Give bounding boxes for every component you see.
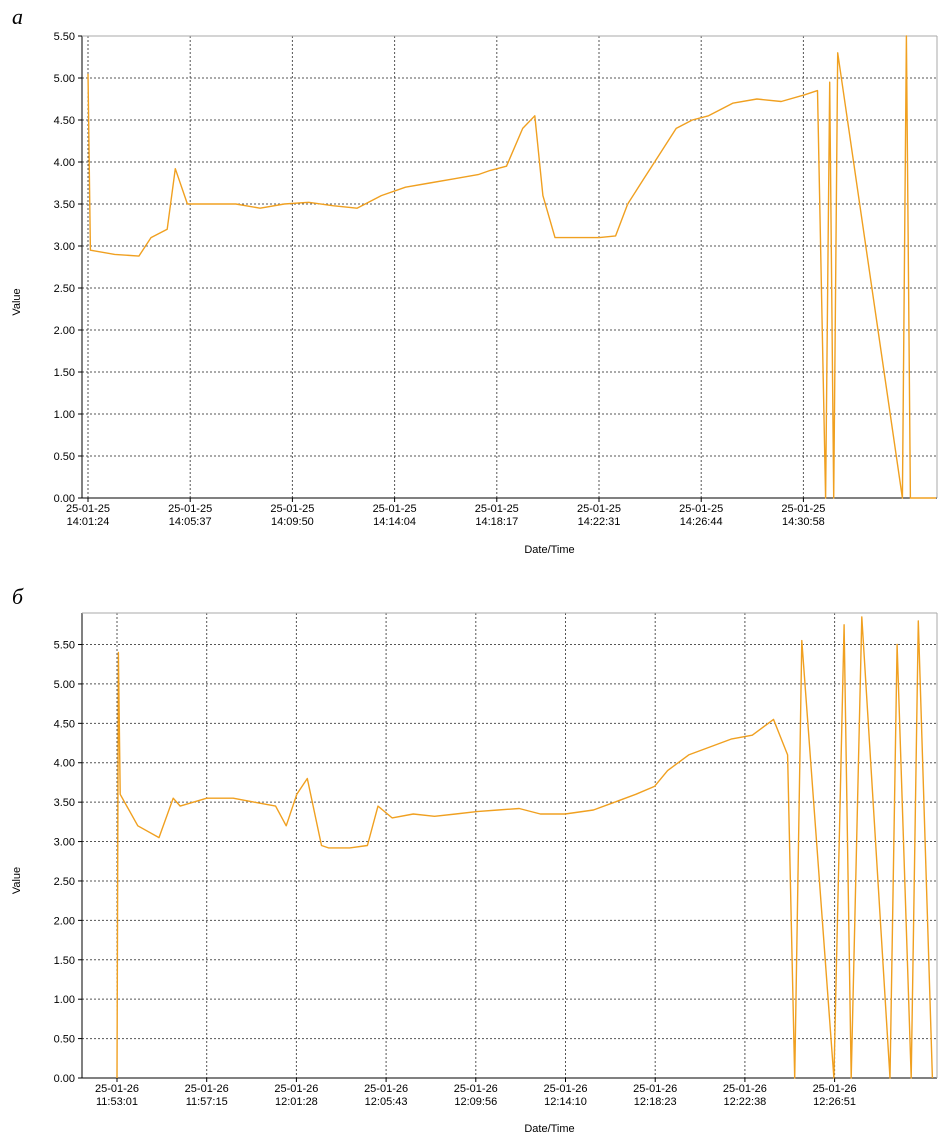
x-tick-label-date: 25-01-26 xyxy=(364,1083,408,1095)
x-tick-label-date: 25-01-26 xyxy=(723,1083,767,1095)
x-tick-label-date: 25-01-26 xyxy=(95,1083,139,1095)
chart-svg: 0.00 0.50 1.00 1.50 2.00 2.50 3.00 3.50 4.00 4.50… xyxy=(11,31,938,556)
y-tick-label: 1.50 xyxy=(54,955,75,967)
chart-panel-b: б 0.00 0.50 1.00 1.50 2.00 2.50 3.00 3.50 4.00 4.… xyxy=(0,580,949,1139)
y-tick-label: 2.00 xyxy=(54,325,75,337)
y-axis-title: Value xyxy=(11,867,23,894)
x-axis-title: Date/Time xyxy=(524,1123,574,1135)
y-tick-label: 4.50 xyxy=(54,115,75,127)
x-tick-label-time: 11:57:15 xyxy=(186,1096,228,1108)
y-tick-label: 3.00 xyxy=(54,241,75,253)
y-tick-label: 0.00 xyxy=(54,1073,75,1085)
x-tick-label-date: 25-01-26 xyxy=(454,1083,498,1095)
series-line xyxy=(116,616,934,1079)
x-tick-label-time: 12:26:51 xyxy=(813,1096,856,1108)
y-tick-label: 1.50 xyxy=(54,367,75,379)
y-tick-label: 5.50 xyxy=(54,31,75,43)
panel-letter: а xyxy=(12,4,23,29)
chart-panel-a: а 0.00 0.50 1.00 1.50 2.00 2.50 3.00 3.50 4.00 4.… xyxy=(0,0,949,560)
x-tick-label-date: 25-01-25 xyxy=(577,503,621,515)
x-tick-label-time: 14:01:24 xyxy=(67,516,110,528)
x-tick-label-date: 25-01-25 xyxy=(679,503,723,515)
x-tick-label-date: 25-01-25 xyxy=(475,503,519,515)
x-tick-label-time: 12:14:10 xyxy=(544,1096,587,1108)
x-tick-label-time: 12:18:23 xyxy=(634,1096,677,1108)
y-tick-label: 3.50 xyxy=(54,797,75,809)
x-tick-label-time: 14:30:58 xyxy=(782,516,825,528)
y-tick-label: 4.50 xyxy=(54,718,75,730)
y-tick-label: 0.50 xyxy=(54,451,75,463)
y-tick-label: 3.50 xyxy=(54,199,75,211)
panel-letter: б xyxy=(12,584,24,609)
y-tick-label: 1.00 xyxy=(54,994,75,1006)
x-tick-label-date: 25-01-25 xyxy=(168,503,212,515)
x-tick-label-date: 25-01-26 xyxy=(185,1083,229,1095)
y-tick-label: 3.00 xyxy=(54,837,75,849)
y-tick-label: 5.50 xyxy=(54,640,75,652)
x-tick-label-date: 25-01-26 xyxy=(274,1083,318,1095)
x-tick-label-time: 12:01:28 xyxy=(275,1096,318,1108)
y-tick-label: 2.50 xyxy=(54,283,75,295)
x-tick-label-time: 14:05:37 xyxy=(169,516,212,528)
x-tick-label-time: 12:09:56 xyxy=(454,1096,497,1108)
y-tick-label: 2.00 xyxy=(54,915,75,927)
series-line xyxy=(87,35,936,499)
x-tick-label-date: 25-01-26 xyxy=(543,1083,587,1095)
x-tick-label-date: 25-01-25 xyxy=(781,503,825,515)
x-tick-label-time: 14:09:50 xyxy=(271,516,314,528)
x-tick-label-time: 14:26:44 xyxy=(680,516,723,528)
x-tick-label-time: 14:18:17 xyxy=(475,516,518,528)
x-tick-label-time: 14:22:31 xyxy=(578,516,621,528)
x-tick-label-time: 12:22:38 xyxy=(723,1096,766,1108)
y-tick-label: 5.00 xyxy=(54,73,75,85)
x-tick-label-time: 11:53:01 xyxy=(96,1096,138,1108)
y-tick-label: 0.00 xyxy=(54,493,75,505)
x-tick-label-date: 25-01-26 xyxy=(813,1083,857,1095)
x-tick-label-date: 25-01-25 xyxy=(66,503,110,515)
x-tick-label-time: 14:14:04 xyxy=(373,516,416,528)
x-axis-title: Date/Time xyxy=(524,544,574,556)
x-tick-label-date: 25-01-26 xyxy=(633,1083,677,1095)
y-tick-label: 4.00 xyxy=(54,157,75,169)
y-axis-title: Value xyxy=(11,288,23,315)
y-tick-label: 0.50 xyxy=(54,1034,75,1046)
y-tick-label: 5.00 xyxy=(54,679,75,691)
x-tick-label-date: 25-01-25 xyxy=(373,503,417,515)
y-tick-label: 1.00 xyxy=(54,409,75,421)
x-tick-label-time: 12:05:43 xyxy=(365,1096,408,1108)
chart-svg: 0.00 0.50 1.00 1.50 2.00 2.50 3.00 3.50 4.00 4.50… xyxy=(11,612,938,1135)
y-tick-label: 4.00 xyxy=(54,758,75,770)
x-tick-label-date: 25-01-25 xyxy=(270,503,314,515)
y-tick-label: 2.50 xyxy=(54,876,75,888)
